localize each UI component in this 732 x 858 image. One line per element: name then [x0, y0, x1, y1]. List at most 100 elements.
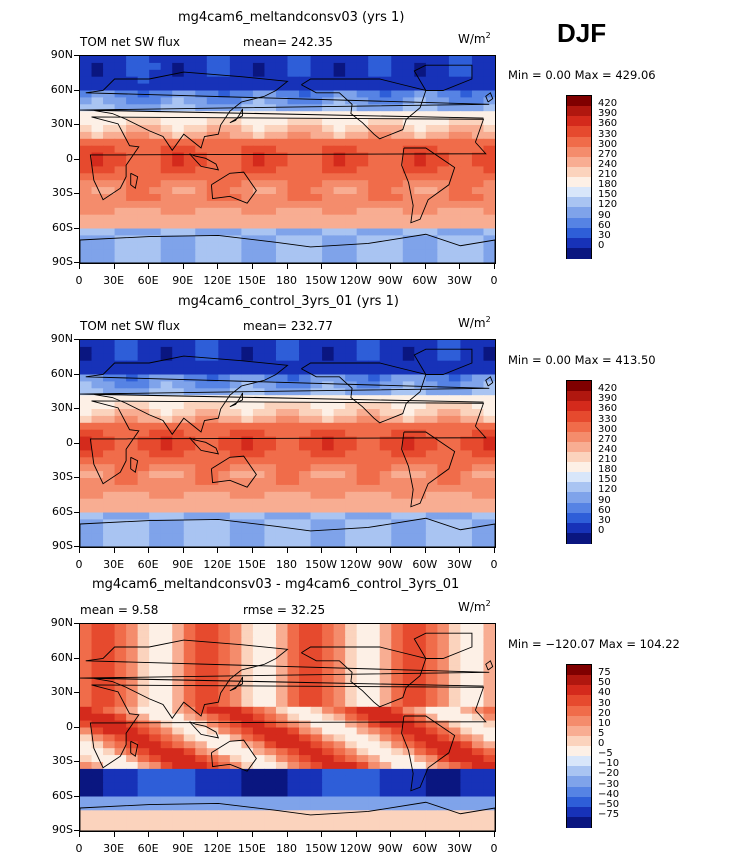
field-cell [241, 194, 254, 202]
field-cell [149, 810, 162, 818]
field-cell [195, 56, 208, 64]
field-cell [137, 180, 150, 188]
field-cell [391, 83, 404, 92]
field-cell [126, 159, 139, 167]
lon-tick-label: 60E [137, 274, 159, 287]
field-cell [252, 540, 266, 547]
field-cell [287, 796, 300, 804]
field-cell [80, 762, 93, 770]
field-cell [275, 803, 289, 811]
field-cell [437, 540, 450, 547]
field-cell [402, 235, 415, 243]
field-cell [126, 519, 139, 527]
field-cell [483, 817, 495, 825]
field-cell [471, 83, 485, 92]
panel-1-title: mg4cam6_meltandconsv03 (yrs 1) [178, 10, 405, 25]
field-cell [310, 630, 323, 639]
lat-tick [74, 692, 79, 693]
field-cell [264, 104, 277, 112]
field-cell [114, 651, 127, 660]
field-cell [425, 679, 438, 687]
field-cell [402, 672, 415, 680]
field-cell [241, 436, 254, 445]
field-cell [379, 152, 392, 161]
field-cell [425, 533, 438, 541]
field-cell [448, 402, 462, 410]
field-cell [460, 803, 473, 811]
lon-tick-label: 180 [276, 558, 297, 571]
field-cell [471, 388, 485, 396]
field-cell [471, 436, 485, 445]
field-cell [402, 228, 415, 236]
field-cell [322, 97, 335, 105]
colorbar-label: 90 [598, 494, 611, 506]
field-cell [126, 679, 139, 687]
field-cell [299, 69, 312, 78]
field-cell [206, 789, 219, 798]
field-cell [195, 768, 208, 777]
field-cell [149, 138, 162, 147]
field-cell [287, 111, 300, 119]
field-cell [149, 519, 162, 527]
field-cell [414, 402, 427, 410]
field-cell [103, 540, 116, 547]
field-cell [368, 83, 381, 92]
field-cell [149, 221, 162, 230]
field-cell [402, 194, 415, 202]
field-cell [287, 464, 300, 472]
field-cell [379, 221, 392, 230]
field-cell [333, 734, 346, 742]
field-cell [425, 152, 438, 161]
field-cell [275, 395, 289, 403]
field-cell [471, 360, 485, 369]
field-cell [172, 388, 185, 396]
field-cell [114, 388, 127, 396]
lat-tick [74, 623, 79, 624]
field-cell [402, 374, 415, 382]
field-cell [241, 817, 254, 825]
coastline-madagascar [130, 740, 139, 758]
field-cell [333, 56, 346, 64]
field-cell [229, 450, 242, 458]
field-cell [80, 125, 93, 133]
field-cell [137, 402, 150, 410]
field-cell [287, 125, 300, 133]
field-cell [103, 76, 116, 85]
field-cell [379, 727, 392, 735]
field-cell [448, 166, 462, 174]
field-cell [218, 214, 231, 223]
field-cell [229, 429, 242, 438]
field-cell [391, 62, 404, 71]
field-cell [80, 242, 93, 250]
field-cell [287, 491, 300, 500]
field-cell [437, 152, 450, 161]
field-cell [114, 228, 127, 236]
field-cell [183, 748, 196, 756]
field-cell [149, 533, 162, 541]
field-cell [126, 741, 139, 749]
field-cell [448, 789, 462, 798]
field-cell [322, 125, 335, 133]
field-cell [103, 665, 116, 673]
field-cell [333, 789, 346, 798]
field-cell [126, 409, 139, 417]
field-cell [252, 471, 266, 479]
field-cell [471, 817, 485, 825]
field-cell [391, 415, 404, 424]
colorbar-swatch [567, 116, 591, 127]
field-cell [460, 720, 473, 729]
field-cell [322, 796, 335, 804]
field-cell [264, 402, 277, 410]
lat-tick-label: 60N [50, 82, 73, 96]
field-cell [137, 775, 150, 784]
field-cell [241, 353, 254, 362]
field-cell [160, 526, 173, 534]
field-cell [149, 665, 162, 673]
field-cell [80, 464, 93, 472]
field-cell [241, 478, 254, 486]
field-cell [483, 235, 495, 243]
field-cell [137, 76, 150, 85]
field-cell [80, 727, 93, 735]
field-cell [103, 443, 116, 451]
field-cell [425, 180, 438, 188]
